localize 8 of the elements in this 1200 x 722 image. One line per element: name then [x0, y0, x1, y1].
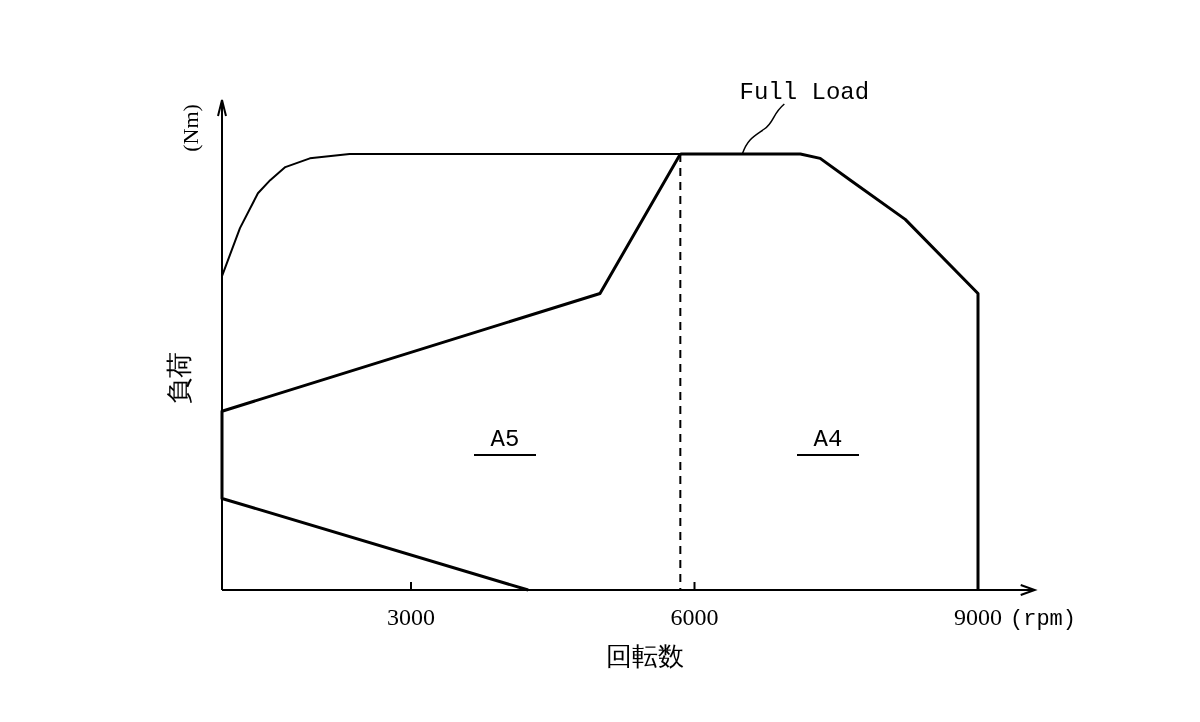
x-axis-title: 回転数 [605, 642, 684, 671]
y-axis-title: 負荷 [165, 352, 194, 404]
x-tick-label: 6000 [670, 604, 719, 630]
text: (rpm) [1010, 607, 1077, 632]
text: (Nm) [178, 104, 203, 152]
x-tick-label: 9000 [954, 604, 1002, 630]
series-label: Full Load [739, 79, 870, 106]
x-tick-label: 3000 [387, 604, 435, 630]
